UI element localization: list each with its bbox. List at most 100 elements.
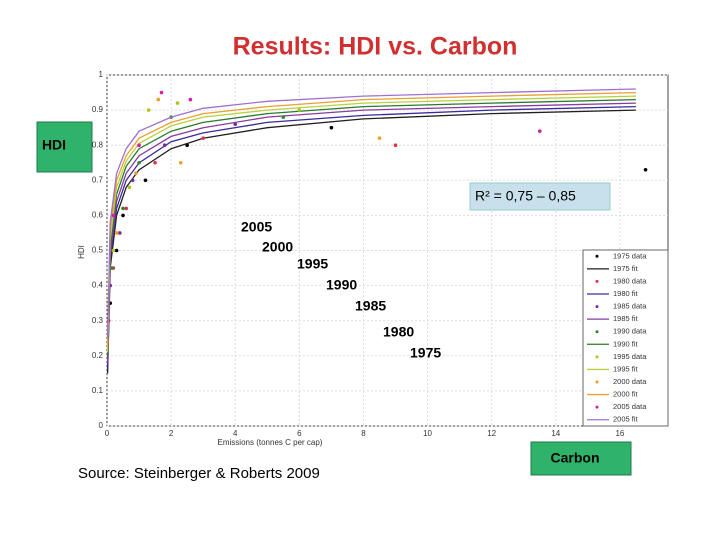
legend-label: 1995 fit — [613, 364, 639, 373]
legend-label: 1975 fit — [613, 264, 639, 273]
legend-label: 1980 fit — [613, 289, 639, 298]
r2-label: R² = 0,75 – 0,85 — [475, 188, 576, 204]
year-annotation: 2005 — [241, 219, 272, 235]
legend-box — [582, 249, 669, 427]
legend-label: 2005 fit — [613, 415, 639, 424]
year-annotation: 1995 — [297, 256, 328, 272]
legend-label: 1985 data — [613, 302, 647, 311]
data-point — [201, 136, 205, 140]
data-point — [130, 178, 135, 183]
legend-label: 1985 fit — [613, 314, 639, 323]
data-point — [121, 213, 125, 218]
y-tick-label: 0.1 — [92, 386, 104, 395]
legend-label: 1980 data — [613, 276, 647, 285]
legend-marker — [595, 330, 599, 334]
x-tick-label: 10 — [423, 429, 432, 438]
legend-marker — [595, 254, 599, 258]
legend-label: 1995 data — [613, 352, 647, 361]
data-point — [118, 231, 122, 235]
data-point — [121, 206, 125, 211]
x-tick-label: 14 — [551, 429, 560, 438]
data-point — [297, 108, 302, 112]
data-point — [329, 125, 334, 130]
r2-box — [469, 182, 611, 211]
slide-title: Results: HDI vs. Carbon — [233, 33, 518, 61]
legend: 1975 data 1975 fit 1980 data 1980 fit 1985 d… — [582, 249, 669, 427]
y-tick-label: 1 — [99, 70, 104, 79]
data-point — [233, 122, 238, 126]
x-axis-label: Emissions (tonnes C per cap) — [218, 438, 323, 447]
data-point — [159, 90, 164, 95]
y-axis-label: HDI — [77, 245, 86, 259]
carbon-callout: Carbon — [551, 450, 600, 466]
data-point — [281, 115, 286, 119]
x-tick-label: 4 — [233, 429, 238, 438]
data-point — [127, 185, 132, 190]
data-point — [175, 101, 180, 105]
fit-line — [106, 98, 636, 356]
legend-marker — [595, 279, 599, 283]
data-point — [114, 231, 119, 235]
fit-line — [106, 91, 636, 346]
data-point — [188, 97, 193, 102]
year-annotation: 1980 — [383, 324, 414, 340]
fit-line — [106, 88, 636, 339]
legend-marker — [595, 305, 599, 309]
x-tick-label: 12 — [487, 429, 496, 438]
data-point — [137, 143, 141, 147]
x-tick-label: 2 — [169, 429, 174, 438]
data-point — [156, 97, 161, 102]
year-annotation: 1990 — [326, 277, 357, 293]
year-annotation: 2000 — [262, 239, 293, 255]
data-point — [162, 143, 167, 147]
year-annotation: 1975 — [410, 345, 441, 361]
data-point — [143, 178, 148, 183]
y-tick-label: 0.9 — [92, 105, 104, 114]
data-point — [393, 143, 398, 147]
plot — [106, 74, 668, 427]
data-point — [110, 266, 114, 270]
y-tick-label: 0.5 — [92, 246, 104, 255]
hdi-callout: HDI — [42, 137, 66, 153]
legend-marker — [595, 355, 599, 359]
legend-label: 1990 data — [613, 327, 647, 336]
data-point — [137, 160, 141, 165]
legend-marker — [595, 405, 599, 409]
x-tick-label: 8 — [361, 429, 366, 438]
data-point — [134, 171, 138, 176]
fit-line — [106, 109, 636, 374]
y-tick-label: 0 — [99, 421, 104, 430]
data-point — [377, 136, 382, 140]
source: Source: Steinberger & Roberts 2009 — [78, 465, 320, 482]
data-point — [124, 206, 129, 211]
legend-label: 1990 fit — [613, 339, 639, 348]
data-point — [178, 160, 183, 165]
carbon-callout-box — [530, 441, 632, 476]
y-tick-label: 0.7 — [92, 175, 104, 184]
fit-line — [106, 105, 636, 370]
data-point — [111, 213, 116, 218]
fit-line — [106, 95, 636, 353]
legend-label: 1975 data — [613, 251, 647, 260]
y-tick-label: 0.6 — [92, 211, 104, 220]
fit-line — [106, 102, 636, 363]
y-tick-label: 0.2 — [92, 351, 104, 360]
legend-label: 2005 data — [613, 402, 647, 411]
legend-label: 2000 data — [613, 377, 647, 386]
year-annotation: 1985 — [355, 298, 386, 314]
x-tick-label: 16 — [615, 429, 624, 438]
hdi-callout-box — [36, 121, 93, 173]
data-point — [146, 108, 151, 112]
data-point — [111, 248, 116, 253]
y-tick-label: 0.3 — [92, 316, 104, 325]
x-tick-label: 6 — [297, 429, 302, 438]
data-point — [114, 248, 119, 253]
data-point — [537, 129, 542, 133]
x-tick-label: 0 — [105, 429, 110, 438]
legend-label: 2000 fit — [613, 390, 639, 399]
legend-marker — [595, 380, 599, 384]
y-tick-label: 0.4 — [92, 281, 104, 290]
data-point — [643, 167, 648, 172]
data-point — [153, 160, 157, 165]
